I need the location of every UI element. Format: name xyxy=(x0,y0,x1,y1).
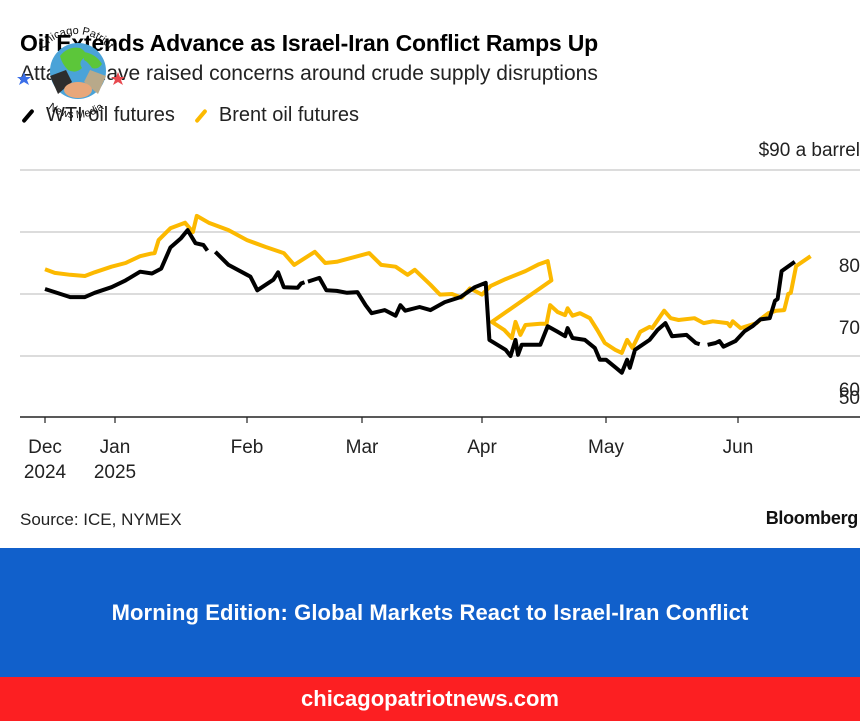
y-tick-label-80: 80 xyxy=(839,256,860,277)
headline-banner: Morning Edition: Global Markets React to… xyxy=(0,548,860,677)
site-url-link[interactable]: chicagopatriotnews.com xyxy=(301,686,559,711)
bloomberg-brand: Bloomberg xyxy=(765,508,859,528)
chart-title: Oil Extends Advance as Israel-Iran Confl… xyxy=(20,30,598,56)
chart-legend: WTI oil futures Brent oil futures xyxy=(20,104,377,127)
series-lines xyxy=(44,213,812,375)
y-tick-label-50: 50 xyxy=(839,388,860,409)
star-right-icon xyxy=(111,72,125,85)
globe-handshake-icon xyxy=(50,43,106,99)
x-tick-label-feb: Feb xyxy=(231,437,264,458)
star-left-icon xyxy=(17,72,31,85)
oil-price-chart: 60 70 80 50 Dec 2024 Jan 2025 Feb Mar Apr May Jun xyxy=(20,169,860,483)
y-axis-labels: 60 70 80 50 xyxy=(839,256,860,409)
chart-subtitle: Attacks have raised concerns around crud… xyxy=(20,62,598,85)
x-tick-label-jun: Jun xyxy=(723,437,754,458)
legend-swatch-brent xyxy=(194,108,208,123)
source-note: Source: ICE, NYMEX xyxy=(20,510,182,529)
headline-text: Morning Edition: Global Markets React to… xyxy=(111,599,749,625)
chicago-patriot-logo: Chicago Patriot News Media xyxy=(17,26,125,121)
logo-bottom-text: News Media xyxy=(46,100,107,121)
site-footer[interactable]: chicagopatriotnews.com xyxy=(0,677,860,721)
grid-lines xyxy=(20,169,860,357)
series-line-brent xyxy=(44,213,812,355)
x-tick-label-may: May xyxy=(588,437,624,458)
legend-item-wti: WTI oil futures xyxy=(20,104,175,127)
x-axis: Dec 2024 Jan 2025 Feb Mar Apr May Jun xyxy=(20,416,860,483)
legend-item-brent: Brent oil futures xyxy=(193,104,359,127)
x-tick-label-apr: Apr xyxy=(467,437,497,458)
y-axis-unit-label: $90 a barrel xyxy=(758,140,860,161)
series-line-wti xyxy=(44,228,796,375)
y-tick-label-70: 70 xyxy=(839,318,860,339)
x-tick-label-mar: Mar xyxy=(346,437,379,458)
x-tick-sublabel-2025: 2025 xyxy=(94,462,136,483)
legend-label-brent: Brent oil futures xyxy=(218,104,359,126)
x-tick-sublabel-2024: 2024 xyxy=(24,462,67,483)
y-tick-label-60: 60 xyxy=(839,380,860,401)
x-tick-label-jan: Jan xyxy=(100,437,131,458)
legend-label-wti: WTI oil futures xyxy=(46,104,175,126)
x-tick-label-dec: Dec xyxy=(28,437,62,458)
